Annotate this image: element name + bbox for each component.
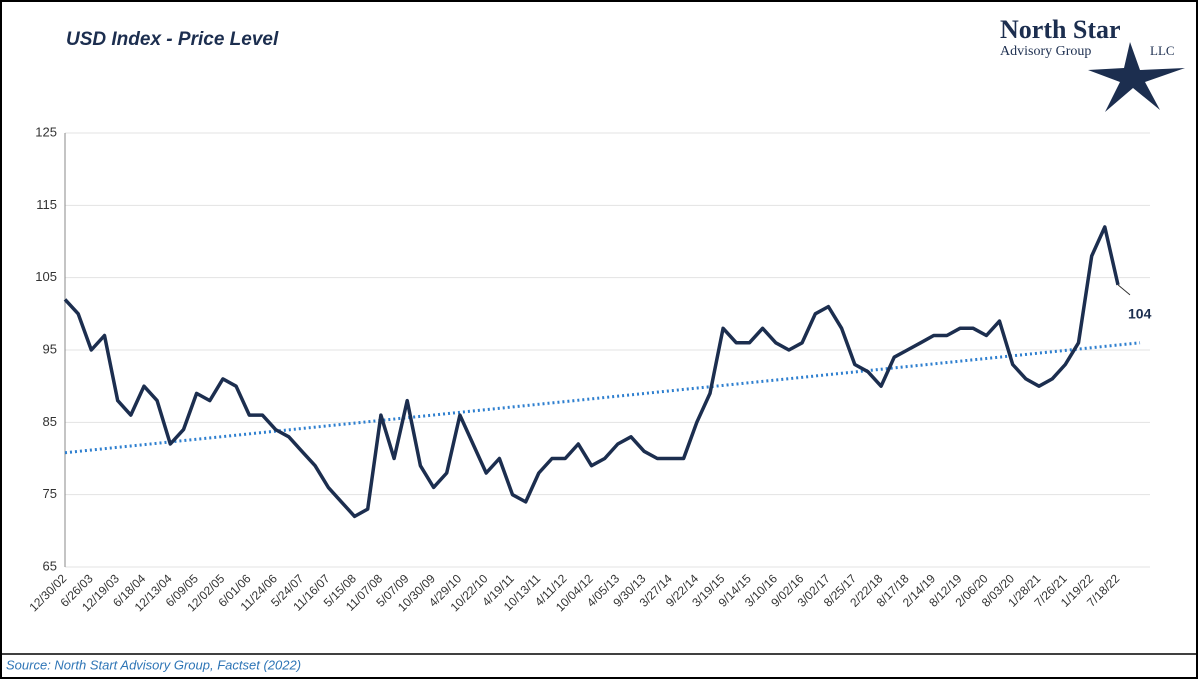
y-tick-label: 95 [43, 341, 57, 356]
end-label-leader [1117, 284, 1131, 296]
logo: North Star Advisory Group LLC [1000, 15, 1185, 112]
trend-line [64, 341, 1141, 455]
logo-line2: Advisory Group [1000, 44, 1091, 59]
logo-name: North Star [1000, 15, 1121, 44]
chart-title: USD Index - Price Level [66, 29, 279, 50]
y-tick-label: 115 [36, 197, 57, 212]
y-tick-label: 105 [35, 269, 57, 284]
logo-suffix: LLC [1150, 43, 1175, 58]
y-tick-label: 65 [43, 558, 57, 573]
logo-star [1088, 42, 1185, 112]
y-tick-label: 125 [35, 124, 57, 139]
source: Source: North Start Advisory Group, Fact… [6, 657, 301, 672]
y-tick-label: 75 [43, 486, 57, 501]
y-tick-label: 85 [43, 414, 57, 429]
end-label: 104 [1128, 306, 1152, 322]
price-line [63, 225, 1120, 519]
